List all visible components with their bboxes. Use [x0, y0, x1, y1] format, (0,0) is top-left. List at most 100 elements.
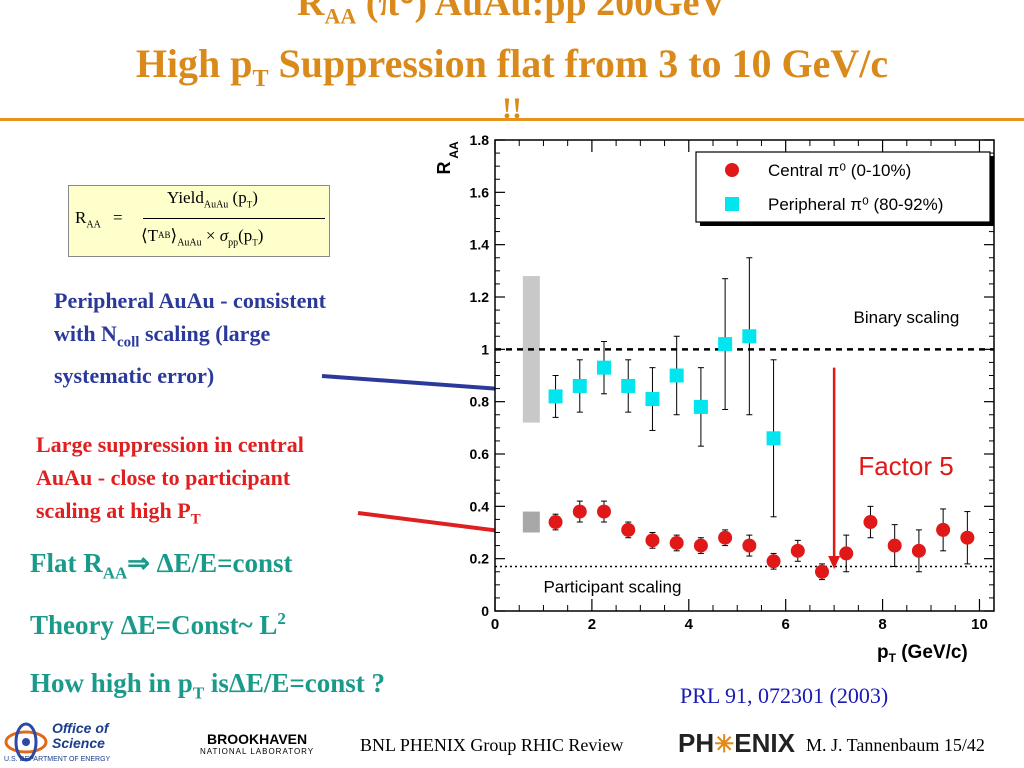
peripheral-point [742, 329, 757, 344]
central-l3a: scaling at high P [36, 498, 191, 523]
central-point [742, 538, 757, 553]
formula-den-arg: (p [238, 226, 253, 245]
peripheral-l2sub: coll [116, 334, 140, 351]
y-axis-title-sub: AA [447, 141, 461, 159]
x-tick-label: 8 [878, 616, 886, 633]
central-point [815, 564, 830, 579]
central-point [960, 530, 975, 545]
central-point [766, 554, 781, 569]
formula-lhs-sub: AA [86, 219, 101, 231]
central-point [693, 538, 708, 553]
x-tick-label: 10 [971, 616, 988, 633]
flat-a: Flat R [30, 548, 103, 578]
phenix-logo: PH✳ENIX [678, 728, 795, 759]
formula-den-b: ⟩ [170, 226, 178, 245]
legend-label: Central π⁰ (0-10%) [768, 161, 911, 180]
formula-lhs-r: R [75, 208, 87, 227]
y-tick-label: 1.6 [470, 184, 490, 200]
x-tick-label: 0 [491, 616, 499, 633]
binary-scaling-label: Binary scaling [854, 308, 960, 327]
formula-num-sub: AuAu [203, 199, 229, 211]
title2-sub: T [252, 66, 269, 92]
formula-den-a: ⟨T [141, 226, 159, 245]
central-point [645, 533, 660, 548]
formula-sigma-sub: pp [228, 237, 239, 249]
x-axis-title: pT (GeV/c) [877, 642, 968, 665]
legend-box [695, 151, 991, 223]
syst-band-1 [522, 511, 540, 533]
doe-line3: U.S. DEPARTMENT OF ENERGY [4, 756, 111, 763]
title2-b: Suppression flat from 3 to 10 GeV/c [268, 41, 889, 86]
formula-equals: = [113, 208, 123, 227]
peripheral-point [645, 392, 660, 407]
doe-text: Office of Science [52, 721, 109, 751]
slide-title-line2: High pT Suppression flat from 3 to 10 Ge… [0, 40, 1024, 93]
formula-sigma: σ [219, 226, 229, 245]
formula-numerator: YieldAuAu (pT) [167, 188, 258, 210]
central-point [911, 543, 926, 558]
peripheral-l2a: with N [54, 321, 117, 346]
peripheral-note-l1: Peripheral AuAu - consistent [54, 288, 326, 313]
central-note-l3: scaling at high PT [36, 494, 426, 536]
y-tick-label: 1.8 [470, 132, 490, 148]
y-tick-label: 0.8 [470, 394, 490, 410]
peripheral-point [718, 337, 733, 352]
peripheral-note-l2: with Ncoll scaling (large [54, 317, 434, 359]
formula-den-arg-sub: T [252, 237, 258, 248]
x-tick-label: 4 [685, 616, 694, 633]
central-point [790, 543, 805, 558]
howhigh-a: How high in p [30, 668, 193, 698]
formula-num: Yield [167, 188, 204, 207]
title-raa-sub: AA [324, 3, 357, 29]
peripheral-note-l3: systematic error) [54, 363, 215, 389]
y-tick-label: 0.4 [470, 498, 490, 514]
doe-line1: Office of [52, 720, 109, 736]
central-l3sub: T [190, 511, 201, 528]
footer-group: BNL PHENIX Group RHIC Review [360, 735, 624, 755]
y-tick-label: 0.6 [470, 446, 490, 462]
y-tick-label: 1.4 [470, 237, 490, 253]
theory-sup: 2 [277, 609, 286, 628]
title-rest: (π⁰) AuAu:pp 200GeV [356, 0, 727, 24]
phenix-b: ENIX [734, 728, 795, 758]
factor-arrow-head [828, 556, 841, 570]
peripheral-l2b: scaling (large [139, 321, 271, 346]
how-high-statement: How high in pT isΔE/E=const ? [30, 668, 385, 703]
flat-raa-statement: Flat RAA⇒ ΔE/E=const [30, 548, 293, 583]
legend-label: Peripheral π⁰ (80-92%) [768, 195, 943, 214]
x-tick-label: 6 [782, 616, 790, 633]
peripheral-point [766, 431, 781, 446]
factor-5-label: Factor 5 [858, 451, 953, 481]
peripheral-point [548, 389, 563, 404]
slide-title-line1: RAA (π⁰) AuAu:pp 200GeV [0, 0, 1024, 30]
y-tick-label: 0 [481, 603, 489, 619]
central-note-l1: Large suppression in central [36, 432, 304, 457]
formula-den-close: ) [257, 226, 264, 245]
peripheral-point [621, 378, 636, 393]
doe-line2: Science [52, 735, 105, 751]
legend-peripheral-marker [725, 197, 739, 211]
central-note-l2: AuAu - close to participant [36, 465, 291, 490]
raa-chart: 0 0.2 0.4 0.6 0.8 1 1.2 1.4 1.6 1.8 0 2 4 6 8 10 R AA pT (… [434, 132, 995, 665]
y-tick-label: 1.2 [470, 289, 490, 305]
flat-sub: AA [102, 563, 128, 583]
central-point [572, 504, 587, 519]
formula-num-arg: (p [232, 188, 247, 207]
formula-num-close: ) [252, 188, 258, 207]
bnl-line2: NATIONAL LABORATORY [200, 747, 315, 756]
y-tick-label: 0.2 [470, 551, 490, 567]
central-point [887, 538, 902, 553]
title-raa: R [297, 0, 325, 24]
reference-citation: PRL 91, 072301 (2003) [680, 683, 889, 708]
central-point [936, 522, 951, 537]
formula-den-a-sub: AB [158, 230, 171, 240]
central-point [839, 546, 854, 561]
phenix-star-icon: ✳ [714, 731, 735, 758]
peripheral-point [597, 360, 612, 375]
x-tick-label: 2 [588, 616, 596, 633]
howhigh-b: isΔE/E=const ? [204, 668, 386, 698]
formula-denominator: ⟨TAB⟩AuAu × σpp(pT) [141, 226, 263, 248]
formula-den-b-sub: AuAu [177, 237, 202, 249]
central-point [718, 530, 733, 545]
phenix-a: PH [678, 728, 715, 758]
